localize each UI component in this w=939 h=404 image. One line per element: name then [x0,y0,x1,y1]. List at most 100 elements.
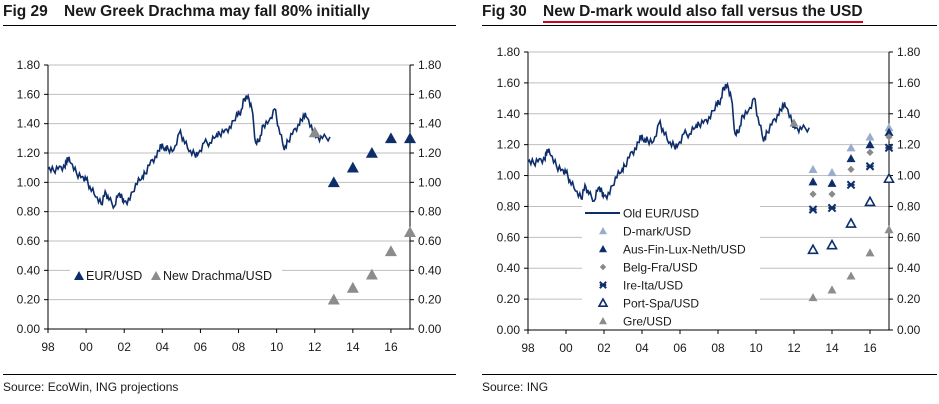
data-point-port-spa-usd [826,238,838,250]
data-point-port-spa-usd [883,172,895,184]
y-tick-label-right: 0.40 [418,263,442,277]
data-point-d-mark-usd [808,164,818,173]
legend-label-old-eur-usd: Old EUR/USD [623,207,699,221]
legend-label-port-spa-usd: Port-Spa/USD [623,297,699,311]
x-tick-label: 12 [787,341,801,355]
y-tick-label-right: 1.20 [897,138,921,152]
data-point-new-drachma-usd [365,268,378,280]
y-tick-label-right: 0.00 [418,322,442,336]
data-point-new-drachma-usd [346,281,359,293]
legend-label-new-drachma-usd: New Drachma/USD [163,269,272,283]
legend-marker-ire-ita-usd [599,281,607,289]
x-tick-label: 08 [232,340,246,354]
y-tick-label-right: 0.20 [897,292,921,306]
y-tick-label-left: 0.20 [17,293,41,307]
data-point-belg-fra-usd [885,133,893,141]
data-point-new-drachma-usd [384,245,397,257]
title-rule [3,25,456,26]
y-tick-label-left: 1.40 [497,107,521,121]
data-point-aus-fin-lux-neth-usd [808,177,818,186]
data-point-aus-fin-lux-neth-usd [846,154,856,163]
y-tick-label-left: 0.80 [497,199,521,213]
data-point-belg-fra-usd [809,190,817,198]
legend-background [70,262,282,286]
x-tick-label: 10 [270,340,284,354]
y-tick-label-right: 1.00 [418,175,442,189]
x-tick-label: 98 [521,341,535,355]
y-tick-label-left: 1.20 [497,138,521,152]
x-tick-label: 00 [79,340,93,354]
y-tick-label-left: 0.80 [17,205,41,219]
x-tick-label: 04 [635,341,649,355]
y-tick-label-right: 0.20 [418,293,442,307]
figure-heading: New Greek Drachma may fall 80% initially [64,3,370,20]
y-tick-label-right: 0.60 [418,234,442,248]
data-point-belg-fra-usd [828,190,836,198]
chart-dmark: 0.00 0.00 0.20 0.20 0.40 0.40 0.60 0.60 0.80 0.80… [497,45,921,355]
y-tick-label-left: 1.60 [17,87,41,101]
data-point-port-spa-usd [864,195,876,207]
legend-label-ire-ita-usd: Ire-Ita/USD [623,279,683,293]
y-tick-label-right: 0.40 [897,261,921,275]
y-tick-label-right: 0.60 [897,230,921,244]
legend-marker-d-mark-usd [599,227,607,235]
x-tick-label: 16 [384,340,398,354]
data-point-d-mark-usd [884,123,894,132]
y-tick-label-right: 1.40 [418,117,442,131]
legend-label-d-mark-usd: D-mark/USD [623,225,691,239]
x-tick-label: 98 [41,340,55,354]
legend-marker-gre-usd [599,317,607,325]
legend: Old EUR/USD D-mark/USD Aus-Fin-Lux-Neth/US… [582,202,760,329]
data-point-ire-ita-usd [884,143,894,153]
legend: EUR/USD New Drachma/USD [70,262,282,286]
data-point-eur-usd [384,132,397,144]
y-tick-label-left: 1.00 [17,175,41,189]
legend-marker-port-spa-usd [597,297,609,308]
legend-marker-aus-fin-lux-neth-usd [599,245,607,253]
data-point-ire-ita-usd [808,205,818,214]
y-tick-label-right: 1.80 [897,45,921,59]
source-note: Source: ING [482,380,549,394]
y-tick-label-left: 0.00 [497,323,521,337]
figure-heading: New D-mark would also fall versus the US… [543,3,863,23]
data-point-ire-ita-usd [846,180,856,190]
y-tick-label-left: 1.00 [497,169,521,183]
data-point-ire-ita-usd [865,161,875,171]
data-point-belg-fra-usd [847,165,855,173]
data-point-d-mark-usd [865,132,875,141]
x-tick-label: 02 [597,341,611,355]
data-point-gre-usd [808,293,818,302]
y-tick-label-right: 1.20 [418,146,442,160]
data-point-gre-usd [865,248,875,257]
y-tick-label-right: 1.00 [897,169,921,183]
data-point-new-drachma-usd [327,293,340,305]
y-tick-label-left: 0.00 [17,322,41,336]
y-tick-label-right: 1.60 [418,87,442,101]
x-tick-label: 14 [346,340,360,354]
data-point-gre-usd [789,118,799,127]
data-point-eur-usd [327,176,340,188]
figure-29: Fig 29 New Greek Drachma may fall 80% ini… [3,3,456,394]
y-tick-label-right: 0.80 [897,199,921,213]
y-tick-label-right: 0.80 [418,205,442,219]
data-point-new-drachma-usd [308,126,321,138]
legend-label-aus-fin-lux-neth-usd: Aus-Fin-Lux-Neth/USD [623,243,746,257]
data-point-port-spa-usd [807,243,819,255]
figure-30: Fig 30 New D-mark would also fall versus … [470,0,939,404]
y-tick-label-left: 1.40 [17,117,41,131]
y-tick-label-left: 0.60 [17,234,41,248]
data-point-belg-fra-usd [866,148,874,156]
data-point-gre-usd [846,271,856,280]
source-note: Source: EcoWin, ING projections [3,380,179,394]
figure-title: Fig 30 New D-mark would also fall versus … [482,3,863,23]
x-tick-label: 08 [711,341,725,355]
x-tick-label: 02 [118,340,132,354]
data-point-eur-usd [346,161,359,173]
data-point-aus-fin-lux-neth-usd [865,140,875,149]
y-tick-label-right: 1.80 [418,58,442,72]
y-tick-label-right: 1.40 [897,107,921,121]
x-tick-label: 04 [156,340,170,354]
x-tick-label: 16 [863,341,877,355]
data-point-port-spa-usd [845,217,857,228]
y-tick-label-left: 0.60 [497,230,521,244]
